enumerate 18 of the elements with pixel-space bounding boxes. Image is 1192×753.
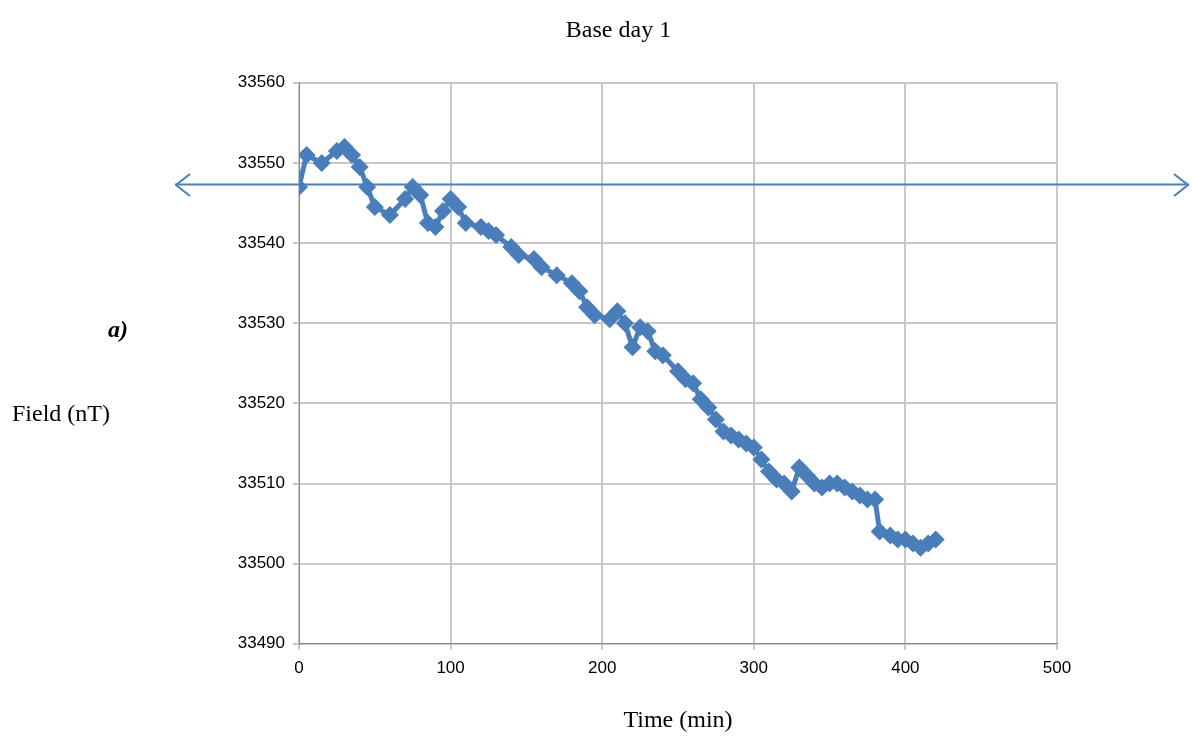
y-tick-label: 33530: [237, 312, 285, 332]
chart-title: Base day 1: [565, 15, 672, 42]
y-tick-label: 33520: [237, 393, 285, 413]
y-tick-label: 33560: [237, 72, 285, 92]
y-tick-label: 33510: [237, 473, 285, 493]
x-tick-label: 200: [588, 657, 617, 677]
x-tick-label: 400: [891, 657, 920, 677]
x-tick-label: 0: [294, 657, 304, 677]
x-tick-label: 100: [436, 657, 465, 677]
y-tick-label: 33540: [237, 232, 285, 252]
text: a): [108, 316, 128, 343]
x-tick-label: 500: [1042, 657, 1072, 677]
y-tick-label: 33500: [237, 553, 285, 573]
y-tick-label: 33490: [237, 633, 285, 653]
y-tick-label: 33550: [237, 152, 285, 172]
x-axis-title: Time (min): [623, 705, 733, 732]
x-tick-label: 300: [739, 657, 768, 677]
text: Field (nT): [12, 400, 110, 427]
